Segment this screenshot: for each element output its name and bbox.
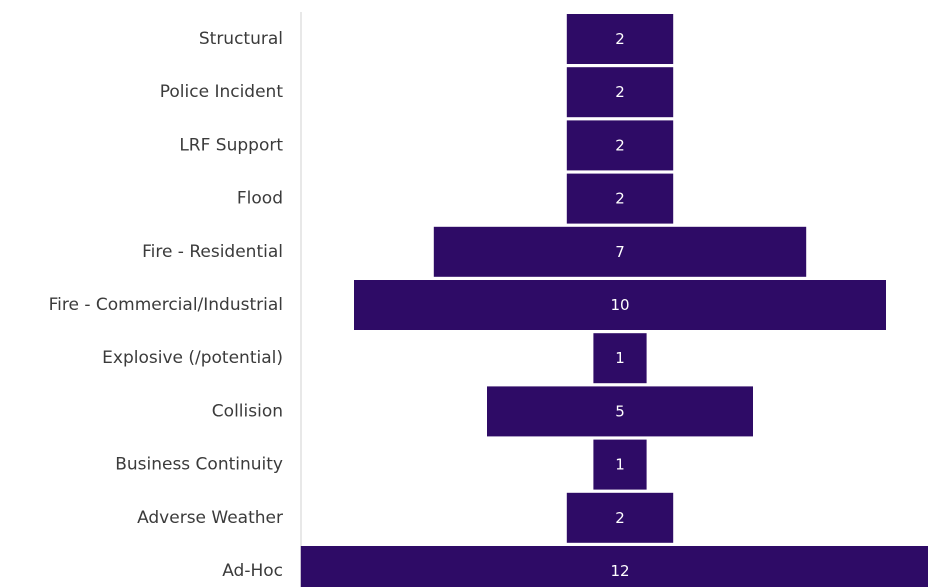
data-label-structural: 2 bbox=[615, 30, 625, 48]
data-label-explosive-potential: 1 bbox=[615, 349, 625, 367]
bar-group bbox=[300, 14, 928, 587]
category-label-flood: Flood bbox=[237, 189, 283, 209]
data-label-adverse-weather: 2 bbox=[615, 509, 625, 527]
category-labels: Structural Police Incident LRF Support Floo… bbox=[49, 29, 284, 581]
bar-fire-commercial-industrial bbox=[354, 280, 886, 330]
data-label-fire-commercial-industrial: 10 bbox=[610, 296, 629, 314]
bar-adverse-weather bbox=[566, 492, 674, 543]
category-label-police-incident: Police Incident bbox=[160, 82, 284, 102]
data-label-lrf-support: 2 bbox=[615, 136, 625, 154]
bar-explosive-potential bbox=[593, 333, 647, 384]
category-label-fire-residential: Fire - Residential bbox=[142, 242, 283, 262]
bar-collision bbox=[487, 386, 753, 437]
data-label-business-continuity: 1 bbox=[615, 456, 625, 474]
category-label-lrf-support: LRF Support bbox=[179, 135, 283, 155]
category-label-explosive-potential: Explosive (/potential) bbox=[102, 348, 283, 368]
category-label-adverse-weather: Adverse Weather bbox=[137, 508, 283, 528]
category-label-fire-commercial-industrial: Fire - Commercial/Industrial bbox=[49, 295, 283, 315]
data-label-flood: 2 bbox=[615, 190, 625, 208]
category-label-structural: Structural bbox=[199, 29, 283, 49]
data-label-collision: 5 bbox=[615, 402, 625, 420]
category-label-collision: Collision bbox=[212, 401, 283, 421]
bar-ad-hoc bbox=[300, 546, 928, 587]
data-label-fire-residential: 7 bbox=[615, 243, 625, 261]
bar-police-incident bbox=[566, 67, 674, 118]
bar-structural bbox=[566, 14, 674, 64]
category-label-business-continuity: Business Continuity bbox=[115, 455, 283, 475]
bar-fire-residential bbox=[433, 226, 807, 277]
bar-lrf-support bbox=[566, 120, 674, 171]
data-label-police-incident: 2 bbox=[615, 83, 625, 101]
bar-flood bbox=[566, 173, 674, 224]
data-label-ad-hoc: 12 bbox=[610, 562, 629, 580]
bar-business-continuity bbox=[593, 439, 647, 490]
category-label-ad-hoc: Ad-Hoc bbox=[222, 561, 283, 581]
